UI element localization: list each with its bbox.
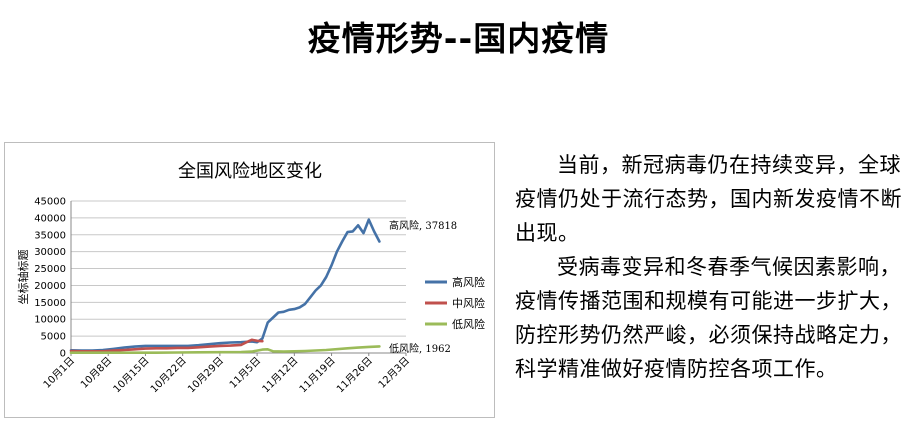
series-line-低风险 (69, 345, 381, 354)
y-tick-label: 30000 (34, 247, 66, 258)
y-tick-label: 0 (60, 349, 66, 360)
series-line-高风险 (69, 218, 381, 352)
body-paragraph: 受病毒变异和冬春季气候因素影响，疫情传播范围和规模有可能进一步扩大，防控形势仍然… (515, 255, 902, 381)
data-label-high: 高风险, 37818 (389, 219, 457, 232)
slide-title: 疫情形势--国内疫情 (307, 19, 610, 58)
chart-title: 全国风险地区变化 (178, 161, 322, 182)
legend-label: 中风险 (452, 296, 485, 310)
x-tick-label: 10月8日 (78, 355, 114, 391)
y-axis-title: 坐标轴标题 (16, 250, 30, 305)
legend-label: 低风险 (452, 317, 485, 331)
data-label-low: 低风险, 1962 (389, 342, 451, 355)
x-tick-label: 10月1日 (41, 355, 77, 391)
y-tick-label: 20000 (34, 281, 66, 292)
chart-frame: 全国风险地区变化 0 5000 10000 15000 20000 25000 30000 35… (4, 142, 495, 418)
body-text: 当前，新冠病毒仍在持续变异，全球疫情仍处于流行态势，国内新发疫情不断出现。 受病… (515, 148, 907, 386)
y-tick-label: 35000 (34, 230, 66, 241)
x-tick-label: 12月3日 (376, 355, 412, 391)
x-tick-label: 11月5日 (227, 355, 263, 391)
body-paragraph: 当前，新冠病毒仍在持续变异，全球疫情仍处于流行态势，国内新发疫情不断出现。 (515, 153, 902, 245)
y-tick-label: 40000 (34, 213, 66, 224)
y-tick-label: 25000 (34, 264, 66, 275)
series-line-中风险 (69, 338, 264, 353)
x-tick-label: 10月22日 (148, 355, 189, 396)
y-tick-label: 45000 (34, 197, 66, 208)
x-tick-label: 11月26日 (334, 355, 375, 396)
legend-label: 高风险 (452, 275, 485, 289)
x-tick-label: 11月19日 (297, 355, 338, 396)
y-tick-label: 10000 (34, 315, 66, 326)
risk-area-line-chart: 全国风险地区变化 0 5000 10000 15000 20000 25000 30000 35… (16, 161, 485, 396)
y-tick-label: 5000 (41, 332, 66, 343)
x-tick-label: 11月12日 (260, 355, 301, 396)
x-tick-label: 10月15日 (111, 355, 152, 396)
y-tick-label: 15000 (34, 298, 66, 309)
x-tick-label: 10月29日 (185, 355, 226, 396)
